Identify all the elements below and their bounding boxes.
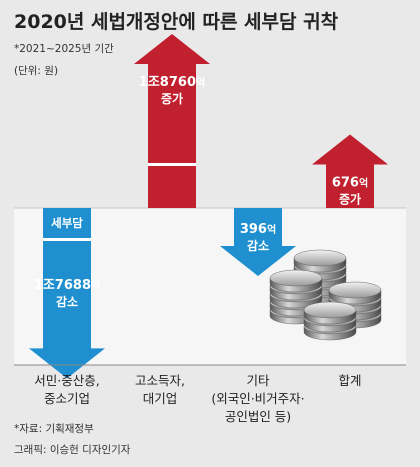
change-label-1: 감소 [56,294,78,309]
category-label-1-line-1: 서민·중산층, [34,373,99,388]
coin-stack-icon [269,249,382,341]
change-label-4: 증가 [339,191,361,206]
category-label-2-line-2: 대기업 [143,391,178,406]
category-label-4-line-1: 합계 [338,373,361,388]
period-note: *2021~2025년 기간 [14,43,114,55]
category-label-3-line-1: 기타 [246,373,270,388]
category-label-3-line-2: (외국인·비거주자· [211,391,304,406]
baseline-divider [43,238,91,241]
bar-arrow-1 [29,208,105,379]
category-labels: 서민·중산층, 중소기업 고소득자, 대기업 기타 (외국인·비거주자· 공인법인 등) 합계 [34,373,361,424]
value-label-3: 396억 [240,222,276,237]
bar-arrow-2 [134,34,210,208]
chart-title: 2020년 세법개정안에 따른 세부담 귀착 [14,11,339,33]
category-label-3-line-3: 공인법인 등) [225,409,291,424]
value-label-1: 1조7688억 [34,278,100,293]
value-label-4: 676억 [332,175,368,190]
bar-divider [148,163,196,166]
graphic-credit: 그래픽: 이승헌 디자인기자 [14,444,131,456]
category-label-1-line-2: 중소기업 [44,391,90,406]
value-label-2: 1조8760억 [139,75,205,90]
change-label-3: 감소 [247,238,269,253]
unit-label: (단위: 원) [14,64,58,77]
category-label-2-line-1: 고소득자, [135,373,185,388]
bar-arrow-4 [312,134,388,208]
change-label-2: 증가 [161,91,183,106]
baseline-label: 세부담 [51,216,83,230]
source-note: *자료: 기획재정부 [14,423,94,435]
bar-arrow-3 [220,208,296,277]
